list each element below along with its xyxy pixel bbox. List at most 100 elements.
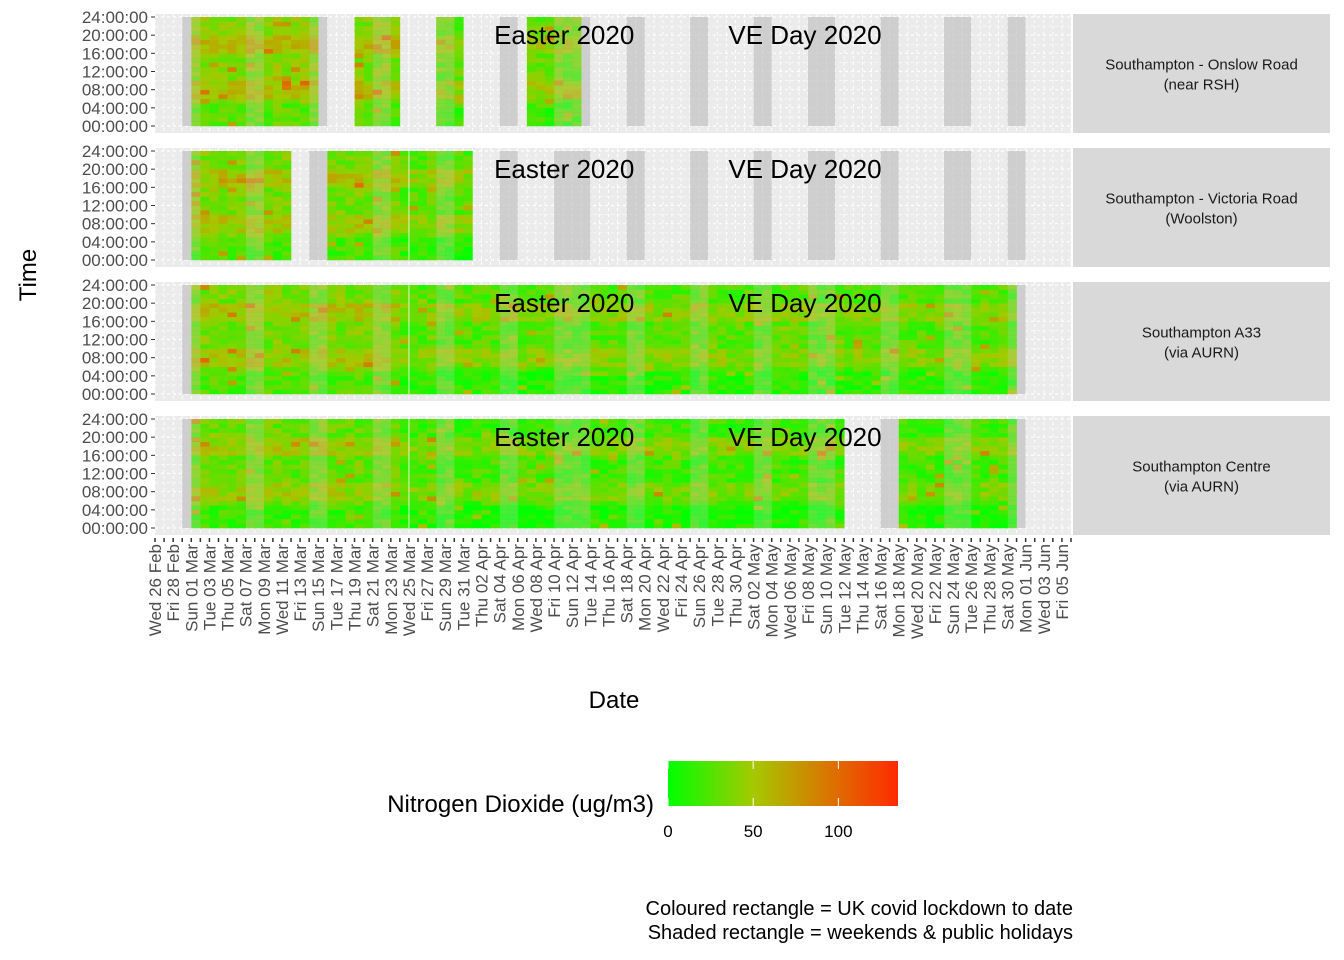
heat-cell bbox=[236, 298, 246, 304]
heat-cell bbox=[381, 380, 392, 386]
heat-cell bbox=[281, 339, 292, 345]
heat-cell bbox=[807, 316, 818, 322]
heat-cell bbox=[372, 389, 383, 395]
heat-cell bbox=[535, 21, 546, 27]
heat-cell bbox=[191, 294, 201, 299]
heat-cell bbox=[354, 246, 364, 252]
heat-cell bbox=[218, 316, 228, 322]
heat-cell bbox=[445, 53, 455, 59]
heat-cell bbox=[291, 523, 301, 529]
heat-cell bbox=[354, 103, 364, 109]
heat-cell bbox=[354, 255, 364, 261]
heat-cell bbox=[826, 307, 836, 313]
heat-cell bbox=[1007, 316, 1017, 322]
heat-cell bbox=[254, 85, 265, 90]
heat-cell bbox=[372, 232, 383, 238]
heat-cell bbox=[554, 312, 564, 318]
heat-cell bbox=[563, 307, 573, 313]
heat-cell bbox=[526, 371, 537, 377]
heat-cell bbox=[535, 321, 546, 327]
heat-cell bbox=[327, 196, 337, 202]
heat-cell bbox=[281, 255, 292, 261]
heat-cell bbox=[835, 289, 845, 295]
heat-cell bbox=[418, 316, 428, 322]
heat-cell bbox=[372, 371, 383, 377]
heat-cell bbox=[635, 357, 646, 363]
heat-cell bbox=[399, 419, 410, 424]
heat-cell bbox=[254, 437, 265, 443]
heat-cell bbox=[291, 455, 301, 461]
heat-cell bbox=[300, 437, 310, 443]
heat-cell bbox=[309, 98, 319, 104]
heat-cell bbox=[463, 487, 473, 492]
heat-cell bbox=[889, 289, 899, 295]
heat-cell bbox=[300, 62, 310, 68]
heat-cell bbox=[263, 384, 274, 390]
heat-cell bbox=[526, 339, 537, 345]
heat-cell bbox=[862, 353, 872, 358]
heat-cell bbox=[309, 121, 319, 127]
heat-cell bbox=[753, 375, 763, 381]
heat-cell bbox=[454, 246, 464, 252]
heat-cell bbox=[544, 298, 555, 304]
heat-cell bbox=[472, 459, 482, 465]
heat-cell bbox=[363, 164, 373, 170]
heat-cell bbox=[853, 384, 863, 390]
heat-cell bbox=[218, 375, 228, 381]
heat-cell bbox=[236, 294, 246, 299]
heat-cell bbox=[726, 339, 736, 345]
heat-cell bbox=[953, 294, 963, 299]
heat-cell bbox=[798, 353, 809, 358]
heat-cell bbox=[309, 384, 319, 390]
heat-cell bbox=[345, 487, 355, 492]
heat-cell bbox=[291, 312, 301, 318]
heat-cell bbox=[209, 57, 219, 63]
panel-background bbox=[155, 148, 1071, 267]
heat-cell bbox=[209, 178, 219, 184]
heat-cell bbox=[327, 155, 337, 161]
heat-cell bbox=[454, 66, 464, 72]
heat-cell bbox=[817, 344, 827, 349]
heat-cell bbox=[309, 71, 319, 77]
heat-cell bbox=[381, 321, 392, 327]
heat-cell bbox=[336, 428, 346, 433]
heat-cell bbox=[789, 334, 800, 340]
heat-cell bbox=[191, 246, 201, 252]
heat-cell bbox=[218, 246, 228, 252]
heat-cell bbox=[354, 478, 364, 483]
heat-cell bbox=[817, 330, 827, 336]
heat-cell bbox=[989, 371, 999, 377]
heat-cell bbox=[300, 71, 310, 77]
heat-cell bbox=[200, 39, 210, 45]
heat-cell bbox=[354, 107, 364, 113]
heat-cell bbox=[436, 103, 446, 109]
heat-cell bbox=[626, 380, 636, 386]
heat-cell bbox=[635, 362, 646, 368]
heat-cell bbox=[635, 380, 646, 386]
heat-cell bbox=[916, 366, 927, 372]
heat-cell bbox=[227, 353, 237, 358]
heat-cell bbox=[517, 298, 528, 304]
heat-cell bbox=[554, 371, 564, 377]
heat-cell bbox=[254, 89, 265, 95]
heat-cell bbox=[445, 35, 455, 41]
heat-cell bbox=[717, 312, 727, 318]
heat-cell bbox=[227, 107, 237, 113]
heat-cell bbox=[309, 80, 319, 86]
heat-cell bbox=[354, 518, 364, 524]
heat-cell bbox=[889, 366, 899, 372]
heat-cell bbox=[925, 316, 936, 322]
heat-cell bbox=[436, 17, 446, 22]
heat-cell bbox=[436, 223, 446, 229]
heat-cell bbox=[263, 482, 274, 488]
heat-cell bbox=[762, 380, 773, 386]
heat-cell bbox=[236, 21, 246, 27]
heat-cell bbox=[345, 151, 355, 156]
heat-cell bbox=[418, 357, 428, 363]
heat-cell bbox=[345, 255, 355, 261]
heat-cell bbox=[372, 107, 383, 113]
heat-cell bbox=[563, 26, 573, 31]
heat-cell bbox=[227, 366, 237, 372]
heat-cell bbox=[209, 482, 219, 488]
heat-cell bbox=[200, 455, 210, 461]
